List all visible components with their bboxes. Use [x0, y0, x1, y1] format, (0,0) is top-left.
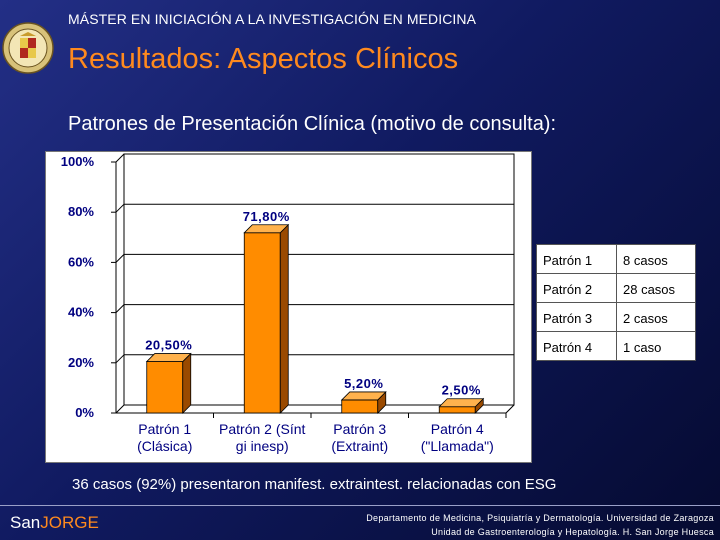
x-tick-label: (Extraint): [331, 438, 388, 454]
data-label: 71,80%: [243, 209, 290, 224]
department-info: Departamento de Medicina, Psiquiatría y …: [366, 511, 714, 539]
bar-top: [438, 398, 485, 408]
bar: [341, 399, 379, 414]
data-label: 2,50%: [442, 383, 481, 398]
x-axis-depth: [505, 404, 515, 414]
pattern-cell: Patrón 2: [536, 273, 617, 303]
bar: [243, 232, 281, 414]
pattern-cell: Patrón 3: [536, 302, 617, 332]
bar: [438, 406, 476, 414]
cases-cell: 1 caso: [616, 331, 696, 361]
logo-san: San: [10, 513, 41, 532]
bar-top: [145, 353, 192, 362]
x-tick-label: Patrón 2 (Sínt: [219, 421, 305, 437]
footer-divider: [0, 505, 720, 506]
gridline: [115, 304, 125, 313]
x-tick-label: Patrón 1: [138, 421, 191, 437]
san-jorge-logo: SanJORGE: [10, 513, 99, 533]
cases-cell: 8 casos: [616, 244, 696, 274]
slide-subtitle: Patrones de Presentación Clínica (motivo…: [68, 113, 557, 135]
x-tick-label: (Clásica): [137, 438, 192, 454]
bar-side: [182, 352, 192, 414]
university-seal-icon: [2, 22, 54, 74]
chart-panel: 0% 20% 40% 60% 80% 100% 20,50% Patrón 1 (Clásica…: [45, 151, 532, 463]
gridline: [115, 354, 125, 364]
unit-line: Unidad de Gastroenterología y Hepatologí…: [431, 527, 714, 537]
y-tick-label: 100%: [61, 154, 95, 169]
department-line: Departamento de Medicina, Psiquiatría y …: [366, 513, 714, 523]
conclusion-text: 36 casos (92%) presentaron manifest. ext…: [72, 476, 557, 493]
bar-side: [279, 223, 289, 414]
x-tick-label: Patrón 4: [431, 421, 484, 437]
program-name: MÁSTER EN INICIACIÓN A LA INVESTIGACIÓN …: [68, 11, 477, 27]
x-tick-label: gi inesp): [236, 438, 289, 454]
pattern-cell: Patrón 4: [536, 331, 617, 361]
y-tick-label: 20%: [68, 355, 94, 370]
bar-top: [243, 224, 290, 234]
x-tick-label: Patrón 3: [333, 421, 386, 437]
data-label: 5,20%: [344, 376, 383, 391]
gridline: [115, 203, 125, 213]
data-label: 20,50%: [145, 338, 192, 353]
gridline: [115, 254, 125, 263]
bar: [146, 361, 184, 414]
y-tick-label: 40%: [68, 305, 94, 320]
y-tick-label: 80%: [68, 204, 94, 219]
pattern-cell: Patrón 1: [536, 244, 617, 274]
bar-chart: 0% 20% 40% 60% 80% 100% 20,50% Patrón 1(Clásica…: [61, 153, 515, 454]
cases-cell: 28 casos: [616, 273, 696, 303]
x-tick-label: ("Llamada"): [421, 438, 494, 454]
bar-top: [340, 391, 387, 401]
table-row: Patrón 2 28 casos: [536, 273, 696, 303]
gridline: [115, 153, 125, 163]
slide-title: Resultados: Aspectos Clínicos: [68, 43, 459, 75]
cases-cell: 2 casos: [616, 302, 696, 332]
y-tick-label: 0%: [75, 405, 94, 420]
y-tick-label: 60%: [68, 254, 94, 269]
logo-jorge: JORGE: [40, 513, 99, 532]
